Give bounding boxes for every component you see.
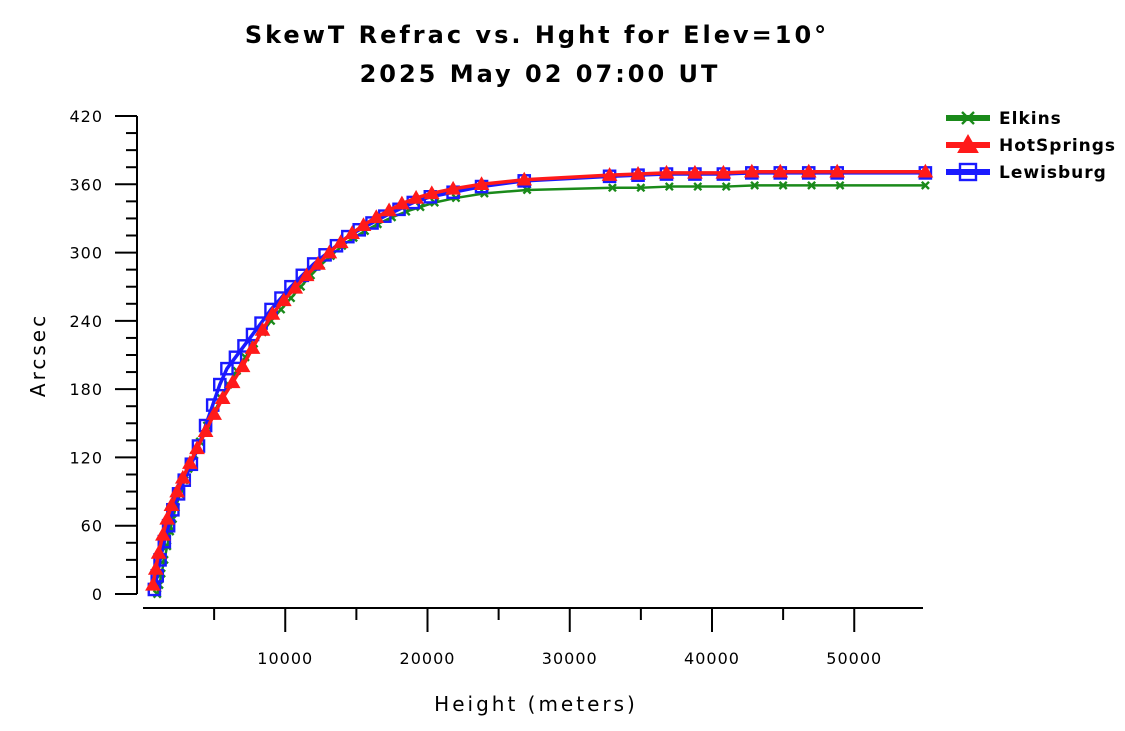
data-point — [607, 183, 617, 193]
y-tick-label: 120 — [69, 448, 103, 467]
plot-series — [145, 163, 934, 599]
data-point — [601, 167, 618, 181]
series-line — [156, 184, 926, 595]
y-tick-label: 300 — [69, 244, 103, 263]
data-point — [206, 406, 222, 420]
data-point — [658, 164, 675, 179]
legend: Elkins HotSprings Lewisburg — [946, 109, 1116, 183]
data-point — [344, 225, 360, 239]
data-point — [213, 377, 227, 392]
data-point — [321, 244, 338, 259]
data-point — [163, 497, 180, 511]
data-point — [169, 483, 186, 498]
legend-label: Lewisburg — [999, 163, 1107, 183]
y-tick-label: 240 — [69, 312, 103, 331]
data-point — [715, 164, 732, 179]
series-hotsprings — [145, 163, 934, 591]
y-axis: 0 60 120 180 240 300 360 420 — [69, 107, 138, 604]
x-axis: 10000 20000 30000 40000 50000 — [143, 607, 923, 668]
data-point — [150, 545, 167, 559]
x-tick-label: 10000 — [257, 649, 313, 668]
data-point — [961, 111, 975, 125]
data-point — [228, 350, 243, 365]
legend-item-elkins: Elkins — [946, 109, 1062, 129]
legend-item-lewisburg: Lewisburg — [946, 162, 1107, 183]
data-point — [920, 180, 930, 190]
legend-label: Elkins — [999, 109, 1062, 129]
y-tick-label: 420 — [69, 107, 103, 126]
data-point — [244, 340, 261, 354]
data-point — [835, 180, 845, 190]
data-point — [958, 162, 978, 182]
series-line — [151, 170, 926, 586]
data-point — [275, 292, 292, 307]
data-point — [355, 217, 372, 232]
data-point — [778, 180, 788, 190]
data-point — [917, 163, 934, 178]
x-tick-label: 50000 — [826, 649, 882, 668]
data-point — [368, 209, 385, 224]
data-point — [516, 171, 533, 186]
data-point — [254, 321, 271, 336]
y-tick-label: 360 — [69, 175, 103, 194]
data-point — [214, 390, 231, 404]
data-point — [174, 469, 191, 484]
data-point — [264, 306, 281, 320]
data-point — [381, 202, 397, 217]
chart-subtitle: 2025 May 02 07:00 UT — [360, 60, 721, 88]
y-tick-label: 60 — [81, 517, 103, 536]
x-tick-label: 40000 — [684, 649, 740, 668]
y-tick-label: 0 — [92, 585, 103, 604]
data-point — [445, 180, 461, 195]
data-point — [145, 576, 161, 591]
data-point — [721, 182, 731, 192]
data-point — [829, 163, 846, 178]
legend-item-hotsprings: HotSprings — [946, 133, 1116, 156]
y-axis-label: Arcsec — [26, 313, 50, 397]
data-point — [800, 163, 817, 178]
y-tick-label: 180 — [69, 380, 103, 399]
data-point — [664, 182, 674, 192]
data-point — [298, 267, 315, 282]
data-point — [750, 180, 760, 190]
data-point — [234, 358, 251, 373]
series-lewisburg — [147, 166, 933, 597]
data-point — [693, 182, 703, 192]
data-point — [287, 279, 304, 294]
data-point — [408, 189, 424, 204]
x-axis-label: Height (meters) — [434, 692, 638, 716]
x-tick-label: 30000 — [542, 649, 598, 668]
data-point — [189, 440, 205, 455]
data-point — [394, 195, 410, 210]
data-point — [155, 526, 171, 541]
data-point — [197, 423, 214, 438]
data-point — [332, 234, 349, 249]
data-point — [224, 374, 241, 389]
data-point — [807, 180, 817, 190]
data-point — [310, 255, 326, 270]
legend-label: HotSprings — [999, 136, 1116, 156]
data-point — [957, 133, 979, 153]
chart-title: SkewT Refrac vs. Hght for Elev=10° — [245, 21, 829, 49]
data-point — [772, 163, 789, 178]
data-point — [423, 185, 440, 200]
data-point — [687, 164, 703, 179]
data-point — [473, 176, 490, 191]
data-point — [630, 166, 646, 180]
data-point — [147, 560, 164, 575]
data-point — [743, 163, 760, 178]
x-tick-label: 20000 — [400, 649, 456, 668]
series-line — [152, 171, 926, 590]
data-point — [220, 361, 234, 376]
series-elkins — [152, 180, 930, 599]
data-point — [636, 183, 646, 193]
data-point — [182, 455, 198, 469]
data-point — [159, 510, 176, 525]
